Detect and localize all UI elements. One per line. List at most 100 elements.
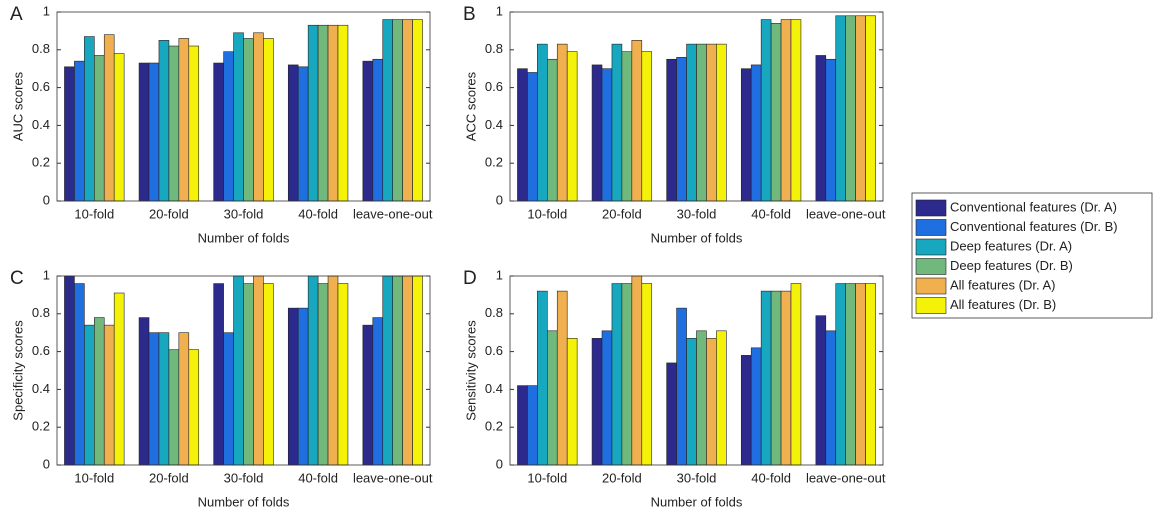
bar [835,15,847,202]
axes-box [509,11,884,202]
bar [158,332,170,466]
bar [337,24,349,202]
bar [64,66,75,202]
y-tick-label: 1 [43,267,50,282]
bar [716,43,727,202]
bar [740,355,752,466]
legend-swatch [915,199,947,217]
bar [815,315,827,466]
axes-box [509,275,884,466]
legend-label: Deep features (Dr. A) [950,238,1072,253]
y-tick-label: 0.8 [32,41,50,56]
x-axis-label: Number of folds [198,494,290,509]
bar [103,34,115,202]
y-tick-label: 1 [496,267,503,282]
bar [517,68,528,202]
y-tick-label: 0.6 [485,79,503,94]
bar [676,57,687,202]
legend-label: All features (Dr. B) [950,297,1056,312]
x-tick-label: leave-one-out [806,206,886,221]
bar [546,330,558,466]
bar [64,275,75,466]
subplot: C 0 0.2 0.4 0.6 0.8 1 10-fold 20-fold 30-fold 40-f… [10,267,433,509]
y-tick-label: 0.6 [32,79,50,94]
bar [412,275,423,466]
bar [94,317,105,466]
bar [263,283,274,466]
legend-swatch [915,258,947,275]
x-tick-label: 10-fold [527,470,567,485]
y-tick-label: 0.2 [485,155,503,170]
bar [676,307,687,466]
bar [686,43,697,202]
bar [327,24,339,202]
bar [696,43,707,202]
bar [835,283,847,466]
bar [103,324,115,466]
bar [706,43,717,202]
panel-label: B [463,4,476,25]
legend-swatch [915,297,947,314]
bar [307,24,319,202]
bar [611,283,623,466]
bar [621,51,633,202]
y-tick-label: 0.8 [32,305,50,320]
y-tick-label: 0.4 [485,117,503,132]
y-tick-label: 0 [496,192,503,207]
bar [631,275,643,466]
bar [263,38,274,202]
subplot: D 0 0.2 0.4 0.6 0.8 1 10-fold 20-fold 30-fold 40-f… [463,267,886,509]
x-tick-label: 40-fold [298,206,338,221]
bar [113,53,125,202]
bar [412,19,423,202]
y-axis-label: AUC scores [10,71,25,141]
bar [233,32,244,202]
panel-label: D [463,268,477,289]
x-axis-label: Number of folds [651,230,743,245]
bar [696,330,707,466]
bar [790,283,802,466]
bar [84,36,95,202]
y-tick-label: 0 [43,192,50,207]
legend-box [911,192,1153,319]
bar [337,283,349,466]
bar [297,307,309,466]
legend: Conventional features (Dr. A) Conventiona… [911,192,1153,319]
bar [556,43,568,202]
bar [517,385,528,466]
legend-swatch [915,277,947,295]
bar [382,19,393,202]
bar [641,283,653,466]
y-tick-label: 0.6 [32,343,50,358]
legend-label: Conventional features (Dr. A) [950,199,1117,214]
legend-swatch [915,219,947,236]
bar [770,290,782,466]
y-axis-label: Sensitivity scores [463,320,478,421]
x-tick-label: 30-fold [677,206,717,221]
bar [780,19,792,202]
y-tick-label: 0.4 [485,381,503,396]
bar [243,38,254,202]
bar [233,275,244,466]
x-tick-label: leave-one-out [353,470,433,485]
bar [372,58,384,202]
bar [566,51,578,202]
bar [855,15,866,202]
bar [631,40,643,202]
bar [601,330,613,466]
bar [527,385,538,466]
bar [148,332,160,466]
legend-label: Conventional features (Dr. B) [950,219,1118,234]
bar [188,349,200,466]
y-tick-label: 0.8 [485,41,503,56]
bar [287,64,299,202]
panel-label: C [10,268,24,289]
bar [815,55,827,202]
x-tick-label: 30-fold [224,470,264,485]
bar [591,64,603,202]
legend-label: Deep features (Dr. B) [950,258,1073,273]
bar [317,24,329,202]
y-axis-label: Specificity scores [10,320,25,421]
y-axis-label: ACC scores [463,71,478,141]
axes-box [56,275,431,466]
